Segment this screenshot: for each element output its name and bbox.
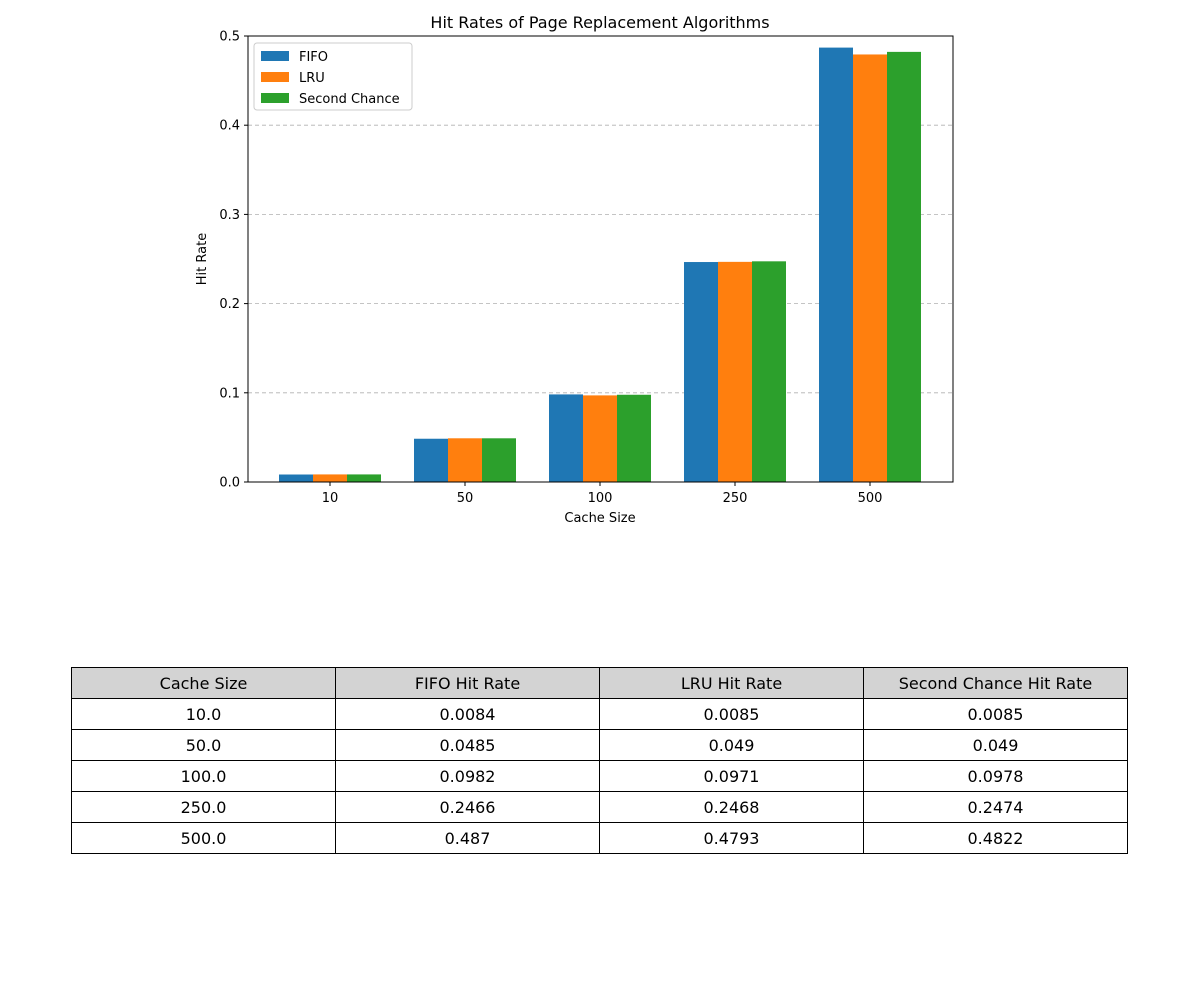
legend-label: Second Chance: [299, 92, 400, 107]
bar-fifo: [684, 262, 718, 482]
table-cell: 0.2468: [599, 791, 864, 823]
bar-fifo: [549, 394, 583, 482]
bar-fifo: [279, 474, 313, 482]
table-cell: 0.0485: [335, 729, 600, 761]
table-row: 100.0 0.0982 0.0971 0.0978: [71, 760, 1128, 792]
table-cell: 0.0982: [335, 760, 600, 792]
bar-lru: [313, 474, 347, 482]
table-cell: 0.487: [335, 822, 600, 854]
axes: 0.0 0.1 0.2 0.3 0.4 0.5 10 50 100 250 500: [219, 30, 954, 506]
table-cell: 0.049: [863, 729, 1128, 761]
table-cell: 50.0: [71, 729, 336, 761]
x-tick-label: 250: [723, 491, 748, 506]
plot-frame: [247, 35, 954, 483]
bars: [279, 47, 921, 483]
bar-lru: [448, 438, 482, 482]
chart-title: Hit Rates of Page Replacement Algorithms: [430, 13, 769, 32]
table-row: 250.0 0.2466 0.2468 0.2474: [71, 791, 1128, 823]
table-cell: 0.0084: [335, 698, 600, 730]
table-header-row: Cache Size FIFO Hit Rate LRU Hit Rate Se…: [71, 667, 1128, 699]
table-cell: 0.4793: [599, 822, 864, 854]
header-second-chance: Second Chance Hit Rate: [863, 667, 1128, 699]
y-axis-label: Hit Rate: [195, 233, 210, 285]
x-tick-label: 500: [858, 491, 883, 506]
table-cell: 0.4822: [863, 822, 1128, 854]
y-tick-label: 0.2: [219, 297, 240, 312]
bar-second-chance: [482, 438, 516, 482]
table-cell: 0.2474: [863, 791, 1128, 823]
table-row: 50.0 0.0485 0.049 0.049: [71, 729, 1128, 761]
bar-second-chance: [617, 394, 651, 482]
bar-lru: [583, 395, 617, 482]
y-tick-label: 0.4: [219, 119, 240, 134]
table-cell: 0.0978: [863, 760, 1128, 792]
y-tick-label: 0.1: [219, 386, 240, 401]
header-cache-size: Cache Size: [71, 667, 336, 699]
header-lru: LRU Hit Rate: [599, 667, 864, 699]
table-cell: 0.049: [599, 729, 864, 761]
bar-lru: [718, 261, 752, 482]
bar-fifo: [414, 438, 448, 482]
x-axis-label: Cache Size: [564, 511, 635, 526]
bar-chart: Hit Rates of Page Replacement Algorithms…: [195, 13, 954, 526]
bar-second-chance: [347, 474, 381, 482]
y-tick-label: 0.0: [219, 476, 240, 491]
x-tick-label: 100: [588, 491, 613, 506]
bar-lru: [853, 54, 887, 482]
table-cell: 500.0: [71, 822, 336, 854]
table-cell: 0.0085: [599, 698, 864, 730]
table-cell: 10.0: [71, 698, 336, 730]
header-fifo: FIFO Hit Rate: [335, 667, 600, 699]
table-cell: 0.0971: [599, 760, 864, 792]
legend-swatch: [261, 51, 289, 61]
legend-label: FIFO: [299, 50, 328, 65]
table-cell: 0.0085: [863, 698, 1128, 730]
table-cell: 0.2466: [335, 791, 600, 823]
legend: FIFO LRU Second Chance: [253, 42, 413, 111]
y-tick-label: 0.3: [219, 208, 240, 223]
hit-rate-table: Cache Size FIFO Hit Rate LRU Hit Rate Se…: [71, 667, 1128, 854]
table-row: 10.0 0.0084 0.0085 0.0085: [71, 698, 1128, 730]
y-tick-label: 0.5: [219, 30, 240, 45]
x-tick-label: 10: [322, 491, 339, 506]
bar-second-chance: [887, 51, 921, 483]
x-tick-label: 50: [457, 491, 474, 506]
table-cell: 250.0: [71, 791, 336, 823]
legend-label: LRU: [299, 71, 325, 86]
table-row: 500.0 0.487 0.4793 0.4822: [71, 822, 1128, 854]
table-cell: 100.0: [71, 760, 336, 792]
legend-swatch: [261, 93, 289, 103]
legend-swatch: [261, 72, 289, 82]
legend-box: [253, 42, 413, 111]
bar-fifo: [819, 47, 853, 482]
bar-second-chance: [752, 261, 786, 482]
